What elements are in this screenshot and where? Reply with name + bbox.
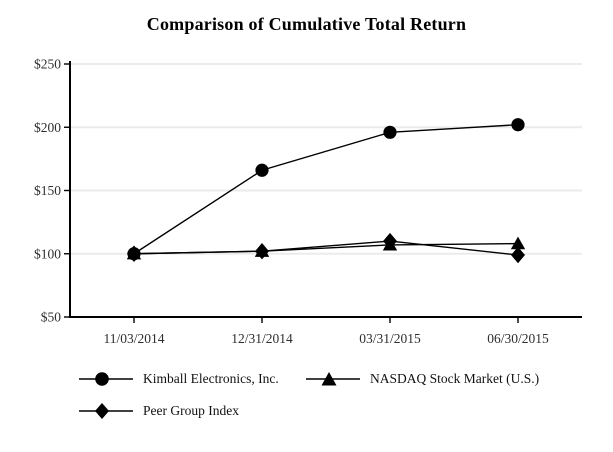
triangle-marker-icon: [306, 372, 360, 386]
cumulative-return-chart: $250 $200 $150 $100 $50 11/03/2014 12/31/2014 0…: [34, 57, 582, 346]
y-tick-label: $150: [34, 183, 61, 198]
circle-marker-icon: [79, 372, 133, 386]
legend-label-nasdaq: NASDAQ Stock Market (U.S.): [370, 371, 540, 386]
data-point-diamond: [383, 232, 397, 250]
y-tick-label: $250: [34, 57, 61, 72]
x-tick-label: 03/31/2015: [359, 331, 421, 346]
legend-label-peer-group: Peer Group Index: [143, 403, 239, 418]
x-tick-label: 11/03/2014: [103, 331, 164, 346]
legend-row: Peer Group Index: [78, 402, 598, 420]
data-point-diamond: [127, 245, 141, 262]
legend-item-kimball: Kimball Electronics, Inc.: [78, 370, 305, 388]
data-point-circle: [511, 118, 525, 132]
series-line-diamond: [133, 240, 519, 256]
y-tick-label: $200: [34, 120, 61, 135]
chart-title: Comparison of Cumulative Total Return: [146, 14, 467, 34]
y-tick-label: $50: [41, 310, 62, 325]
diamond-marker-icon: [79, 403, 133, 419]
x-tick-label: 12/31/2014: [231, 331, 293, 346]
data-point-diamond: [255, 243, 269, 260]
legend-row: Kimball Electronics, Inc. NASDAQ Stock M…: [78, 370, 598, 388]
legend-item-peer-group: Peer Group Index: [78, 402, 305, 420]
data-point-diamond: [511, 246, 525, 264]
legend-item-nasdaq: NASDAQ Stock Market (U.S.): [305, 370, 539, 388]
chart-legend: Kimball Electronics, Inc. NASDAQ Stock M…: [78, 370, 598, 420]
data-point-triangle: [510, 236, 526, 250]
y-tick-label: $100: [34, 246, 61, 261]
data-point-circle: [255, 163, 269, 177]
data-point-circle: [383, 125, 397, 139]
legend-label-kimball: Kimball Electronics, Inc.: [143, 371, 279, 386]
series-line-circle: [133, 124, 519, 255]
x-tick-label: 06/30/2015: [487, 331, 549, 346]
